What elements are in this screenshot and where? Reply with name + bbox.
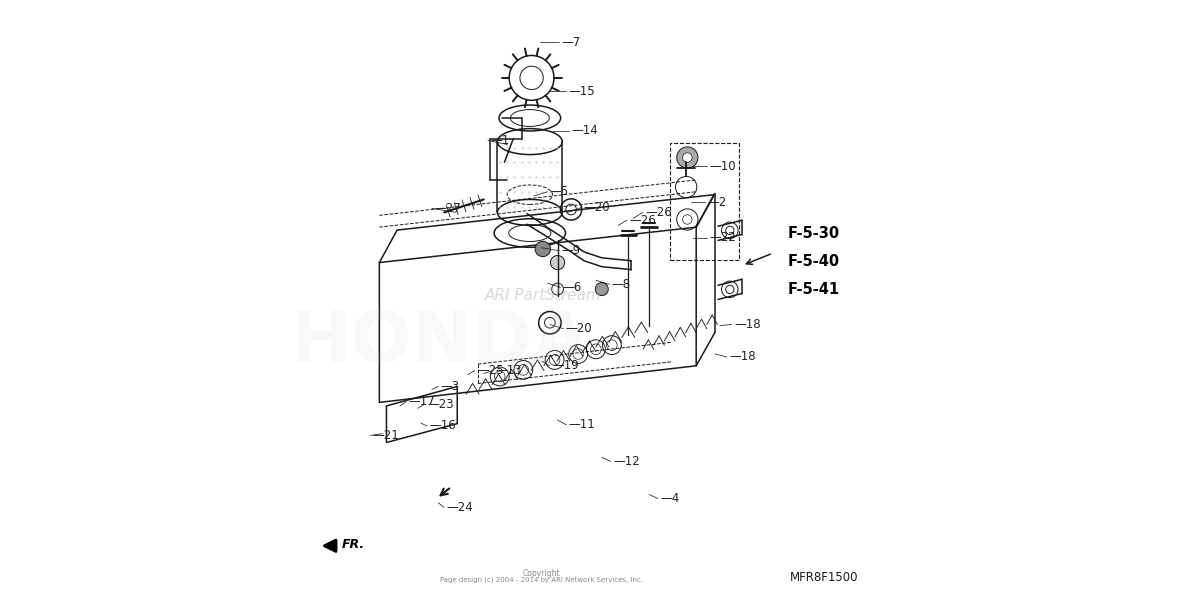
Text: HONDA: HONDA (290, 308, 589, 376)
Text: —12: —12 (614, 455, 640, 468)
Text: —15: —15 (569, 85, 596, 98)
Text: —20: —20 (565, 322, 592, 335)
Text: MFR8F1500: MFR8F1500 (789, 571, 858, 584)
Text: —27: —27 (434, 202, 461, 215)
Text: —4: —4 (661, 492, 680, 505)
Circle shape (595, 283, 609, 296)
Text: —14: —14 (572, 124, 598, 137)
Text: —2: —2 (707, 196, 727, 209)
Text: —26: —26 (645, 206, 673, 219)
Bar (670, 143, 739, 260)
Text: —26: —26 (630, 214, 656, 227)
Circle shape (550, 255, 564, 270)
Text: —18: —18 (734, 318, 761, 331)
Text: —8: —8 (612, 278, 631, 291)
Text: F-5-30: F-5-30 (788, 225, 840, 241)
Circle shape (535, 241, 550, 257)
Text: —3: —3 (441, 380, 460, 393)
Circle shape (677, 147, 699, 168)
Text: —10: —10 (709, 160, 736, 173)
Text: —20: —20 (583, 201, 610, 214)
Text: —11: —11 (569, 418, 596, 431)
Text: —24: —24 (446, 501, 473, 514)
Text: —6: —6 (563, 281, 582, 294)
Text: —7: —7 (562, 36, 581, 49)
Text: —13: —13 (496, 364, 522, 377)
Text: —22: —22 (709, 231, 736, 244)
Circle shape (682, 153, 693, 162)
Text: —5: —5 (550, 185, 569, 198)
Text: F-5-40: F-5-40 (788, 254, 840, 269)
Text: FR.: FR. (342, 538, 365, 551)
Text: —23: —23 (427, 398, 454, 411)
Text: —1: —1 (491, 134, 510, 147)
Text: —19: —19 (552, 359, 579, 372)
Text: —21: —21 (373, 429, 400, 442)
Text: ARI PartStream: ARI PartStream (485, 287, 601, 303)
Text: —18: —18 (729, 350, 756, 363)
Text: —16: —16 (430, 419, 457, 432)
Text: —17: —17 (408, 395, 435, 408)
Text: —25: —25 (477, 364, 504, 377)
Text: Page design (c) 2004 - 2014 by ARI Network Services, Inc.: Page design (c) 2004 - 2014 by ARI Netwo… (440, 576, 643, 583)
Text: —9: —9 (562, 244, 581, 257)
Text: Copyright: Copyright (523, 569, 560, 578)
Text: F-5-41: F-5-41 (788, 282, 840, 297)
